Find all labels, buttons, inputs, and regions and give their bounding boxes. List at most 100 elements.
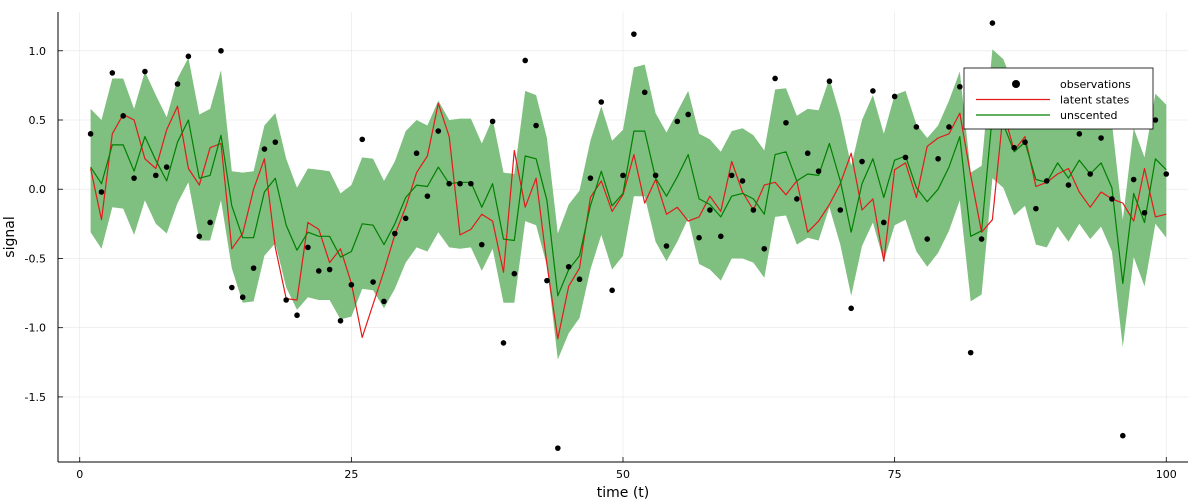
- observation-point: [663, 243, 670, 249]
- observation-point: [522, 57, 529, 64]
- observation-point: [87, 131, 94, 137]
- series-line-unscented: [90, 113, 1167, 297]
- observation-point: [870, 88, 876, 94]
- observation-point: [1163, 171, 1170, 177]
- observation-point: [1065, 182, 1072, 188]
- observation-point: [826, 78, 833, 85]
- observation-point: [120, 113, 126, 119]
- observation-point: [696, 234, 702, 241]
- y-tick-label: 1.0: [29, 45, 47, 58]
- observation-point: [511, 270, 518, 277]
- observation-point: [609, 287, 615, 294]
- observation-point: [163, 164, 170, 170]
- observation-point: [924, 236, 931, 242]
- x-axis-label: time (t): [597, 485, 650, 500]
- observation-point: [946, 124, 952, 130]
- x-tick-label: 50: [616, 468, 630, 481]
- observation-point: [750, 207, 757, 213]
- observation-point: [424, 193, 431, 199]
- observation-point: [913, 124, 920, 130]
- observation-point: [142, 68, 148, 75]
- observation-point: [239, 294, 246, 301]
- observation-point: [131, 175, 137, 181]
- observation-point: [478, 241, 485, 248]
- observation-point: [370, 279, 376, 285]
- observation-point: [468, 180, 474, 187]
- observation-point: [848, 305, 854, 312]
- uncertainty-band: [90, 49, 1167, 360]
- observation-point: [587, 175, 594, 181]
- observation-point: [739, 178, 746, 184]
- observation-point: [674, 118, 681, 125]
- y-tick-label: 0.0: [29, 183, 47, 196]
- observation-point: [229, 284, 235, 291]
- observation-point: [152, 172, 159, 179]
- observation-point: [348, 281, 355, 288]
- observation-point: [620, 172, 626, 179]
- observation-point: [250, 265, 257, 271]
- legend-box: [963, 67, 1154, 130]
- observation-point: [880, 219, 887, 226]
- x-tick-label: 100: [1156, 468, 1177, 481]
- observation-point: [359, 136, 366, 143]
- observation-point: [1130, 176, 1137, 183]
- observation-point: [402, 215, 409, 222]
- observation-point: [1033, 205, 1039, 212]
- observation-point: [446, 180, 452, 187]
- legend-label: observations: [1060, 78, 1131, 91]
- observation-point: [794, 196, 800, 202]
- observation-point: [1120, 432, 1126, 439]
- observation-point: [555, 445, 561, 451]
- observation-point: [891, 93, 898, 100]
- observation-point: [565, 263, 572, 270]
- observation-point: [1043, 178, 1050, 184]
- legend-label: unscented: [1060, 109, 1118, 122]
- observation-point: [935, 155, 941, 162]
- legend-label: latent states: [1060, 94, 1130, 107]
- observation-point: [457, 180, 463, 187]
- observation-point: [598, 99, 605, 105]
- observation-point: [294, 312, 300, 319]
- observation-point: [815, 168, 822, 175]
- observation-point: [641, 89, 648, 96]
- y-tick-label: 0.5: [29, 114, 47, 127]
- observation-point: [500, 340, 507, 346]
- confidence-band: [90, 49, 1167, 360]
- observation-point: [717, 233, 724, 240]
- observation-point: [1011, 144, 1017, 151]
- observation-point: [652, 172, 659, 179]
- y-tick-label: -1.0: [25, 322, 46, 335]
- observation-point: [978, 236, 985, 242]
- observation-point: [783, 119, 789, 126]
- observation-point: [337, 317, 344, 324]
- observation-point: [967, 349, 974, 356]
- observation-point: [1109, 196, 1115, 202]
- observation-point: [576, 276, 583, 283]
- observation-point: [772, 75, 778, 82]
- tick-labels: 0 25 50 75 100 -1.5 -1.0 -0.5 0.0 0.5 1.0: [25, 45, 1177, 481]
- observation-point: [1141, 209, 1148, 216]
- observation-point: [305, 244, 311, 251]
- observation-point: [272, 139, 279, 145]
- observation-point: [804, 150, 811, 157]
- x-tick-label: 75: [888, 468, 902, 481]
- observation-point: [381, 298, 387, 305]
- legend: observations latent states unscented: [963, 67, 1154, 130]
- observation-point: [989, 20, 996, 26]
- observation-point: [174, 81, 181, 87]
- observation-point: [685, 111, 691, 118]
- observation-point: [98, 189, 105, 195]
- observation-point: [1076, 131, 1083, 137]
- observation-point: [837, 207, 844, 213]
- observation-point: [761, 245, 768, 252]
- observation-point: [109, 70, 116, 76]
- observation-point: [207, 219, 213, 226]
- observation-point: [859, 158, 865, 165]
- observation-point: [392, 230, 398, 237]
- observation-point: [315, 268, 322, 274]
- observation-point: [1022, 139, 1028, 145]
- observation-point: [218, 47, 224, 54]
- observation-point: [326, 266, 333, 273]
- observation-point: [1152, 117, 1159, 123]
